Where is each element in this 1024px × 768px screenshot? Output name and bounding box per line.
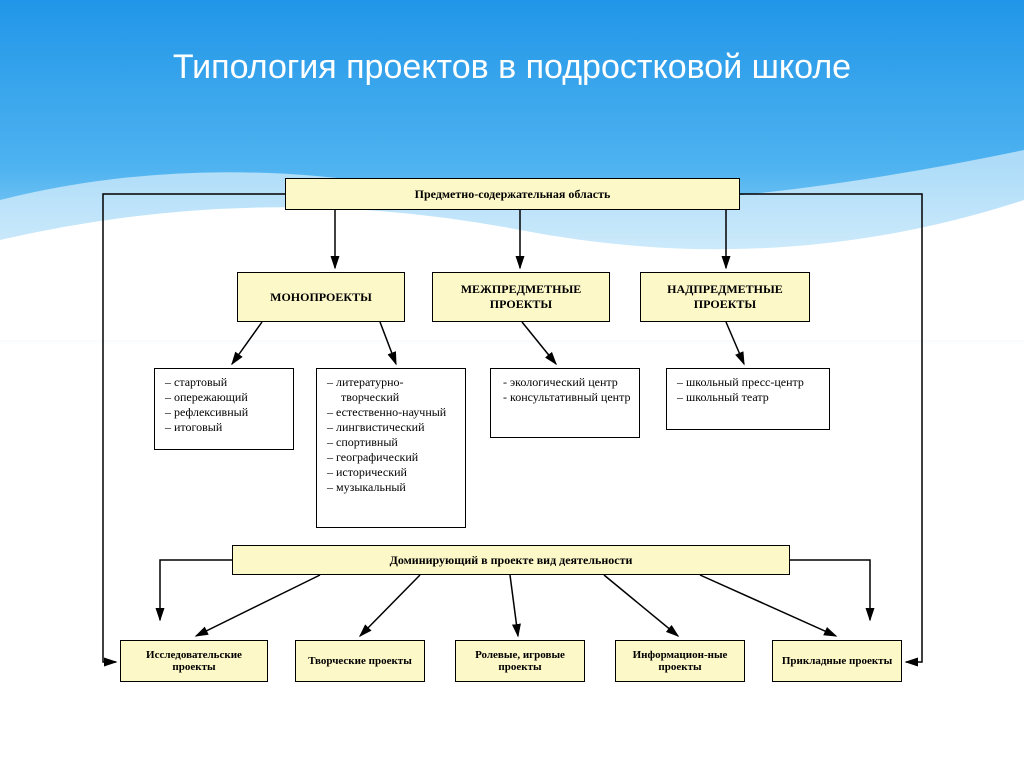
list-box-1: стартовыйопережающийрефлексивныйитоговый [154, 368, 294, 450]
list-1: стартовыйопережающийрефлексивныйитоговый [161, 375, 253, 435]
bottom-box-4: Информацион-ные проекты [615, 640, 745, 682]
bottom-box-3: Ролевые, игровые проекты [455, 640, 585, 682]
node-inter: МЕЖПРЕДМЕТНЫЕ ПРОЕКТЫ [432, 272, 610, 322]
list-box-2: литературно-творческийестественно-научны… [316, 368, 466, 528]
bottom-box-5: Прикладные проекты [772, 640, 902, 682]
list-4: школьный пресс-центршкольный театр [673, 375, 804, 405]
node-dominant: Доминирующий в проекте вид деятельности [232, 545, 790, 575]
node-supra: НАДПРЕДМЕТНЫЕ ПРОЕКТЫ [640, 272, 810, 322]
list-2: литературно-творческийестественно-научны… [323, 375, 459, 495]
slide-title: Типология проектов в подростковой школе [0, 48, 1024, 87]
node-mono: МОНОПРОЕКТЫ [237, 272, 405, 322]
node-main: Предметно-содержательная область [285, 178, 740, 210]
list-3: экологический центрконсультативный центр [497, 375, 631, 405]
list-box-3: экологический центрконсультативный центр [490, 368, 640, 438]
slide: Типология проектов в подростковой школе … [0, 0, 1024, 768]
list-box-4: школьный пресс-центршкольный театр [666, 368, 830, 430]
bottom-box-2: Творческие проекты [295, 640, 425, 682]
bottom-box-1: Исследовательские проекты [120, 640, 268, 682]
